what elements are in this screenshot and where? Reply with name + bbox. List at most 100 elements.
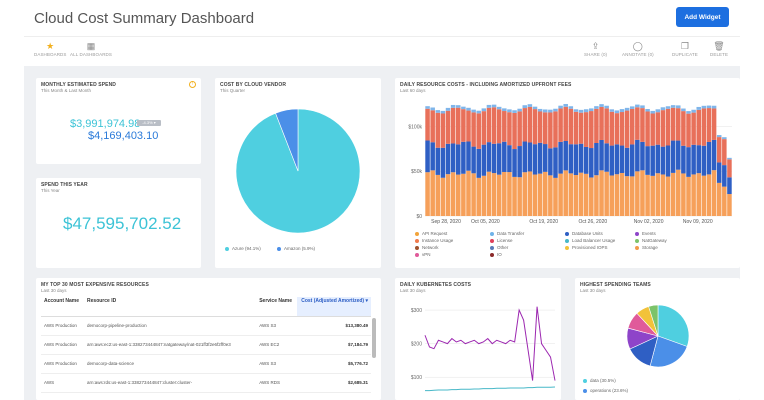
teams-pie-slice-6[interactable]: [648, 304, 659, 337]
daily-bar-segment[interactable]: [681, 108, 686, 112]
daily-bar-segment[interactable]: [548, 109, 553, 113]
daily-bar-segment[interactable]: [461, 109, 466, 142]
daily-bar-segment[interactable]: [594, 142, 599, 176]
add-widget-button[interactable]: Add Widget: [676, 7, 729, 27]
daily-bar-segment[interactable]: [573, 111, 579, 145]
daily-bar-segment[interactable]: [553, 177, 558, 216]
daily-bar-segment[interactable]: [486, 107, 492, 143]
daily-bar-segment[interactable]: [456, 144, 461, 175]
daily-bar-segment[interactable]: [466, 107, 471, 111]
daily-bar-segment[interactable]: [722, 139, 727, 166]
daily-bar-segment[interactable]: [548, 112, 553, 149]
daily-bar-segment[interactable]: [476, 110, 481, 114]
daily-bar-segment[interactable]: [440, 147, 446, 178]
annotate-button[interactable]: ◯ ANNOTATE (0): [622, 40, 654, 57]
daily-bar-segment[interactable]: [450, 104, 456, 108]
daily-bar-segment[interactable]: [594, 106, 599, 109]
daily-bar-segment[interactable]: [696, 106, 701, 110]
daily-bar-segment[interactable]: [522, 108, 528, 142]
daily-bar-segment[interactable]: [537, 108, 543, 112]
legend-item[interactable]: vPN: [415, 252, 431, 257]
daily-bar-segment[interactable]: [701, 175, 707, 216]
daily-bar-segment[interactable]: [614, 110, 620, 114]
daily-bar-segment[interactable]: [716, 162, 722, 183]
daily-bar-segment[interactable]: [491, 104, 497, 108]
column-header-sorted[interactable]: Cost (Adjusted Amortized) ▾: [297, 297, 371, 317]
daily-bar-segment[interactable]: [599, 170, 604, 216]
daily-bar-segment[interactable]: [624, 107, 630, 111]
daily-bar-segment[interactable]: [527, 142, 533, 172]
daily-bar-segment[interactable]: [640, 141, 645, 171]
daily-bar-segment[interactable]: [655, 173, 661, 216]
daily-bar-segment[interactable]: [476, 113, 481, 149]
daily-bar-segment[interactable]: [716, 135, 722, 138]
daily-bar-segment[interactable]: [645, 111, 650, 147]
daily-bar-segment[interactable]: [670, 140, 676, 173]
daily-bar-segment[interactable]: [619, 145, 625, 173]
daily-bar-segment[interactable]: [445, 107, 451, 111]
daily-bar-segment[interactable]: [578, 112, 584, 144]
daily-bar-segment[interactable]: [563, 141, 568, 171]
daily-bar-segment[interactable]: [568, 173, 574, 216]
daily-bar-segment[interactable]: [629, 144, 635, 177]
daily-bar-segment[interactable]: [619, 172, 625, 216]
delete-button[interactable]: 🗑 DELETE: [710, 40, 728, 57]
daily-bar-segment[interactable]: [471, 173, 476, 216]
daily-bar-segment[interactable]: [563, 103, 568, 107]
daily-bar-segment[interactable]: [635, 139, 640, 172]
daily-bar-segment[interactable]: [691, 109, 696, 113]
daily-bar-segment[interactable]: [532, 109, 538, 145]
daily-bar-segment[interactable]: [670, 107, 676, 141]
daily-bar-segment[interactable]: [599, 139, 604, 171]
daily-bar-segment[interactable]: [502, 141, 507, 172]
teams-pie-widget[interactable]: HIGHEST SPENDING TEAMS Last 30 days data…: [575, 278, 740, 400]
daily-bar-segment[interactable]: [471, 146, 476, 174]
daily-bar-segment[interactable]: [537, 173, 543, 216]
daily-bar-segment[interactable]: [619, 109, 625, 113]
daily-bar-segment[interactable]: [676, 108, 681, 141]
daily-bar-segment[interactable]: [722, 186, 727, 216]
daily-bar-segment[interactable]: [481, 175, 487, 216]
daily-bar-segment[interactable]: [527, 106, 533, 143]
column-header[interactable]: Service Name: [256, 297, 298, 317]
daily-bar-segment[interactable]: [558, 173, 563, 216]
daily-bar-segment[interactable]: [589, 148, 594, 178]
daily-bar-segment[interactable]: [691, 174, 696, 216]
daily-bar-segment[interactable]: [665, 106, 671, 109]
daily-bar-segment[interactable]: [558, 141, 563, 174]
daily-bar-segment[interactable]: [573, 109, 579, 112]
daily-bar-segment[interactable]: [660, 107, 666, 111]
daily-bar-segment[interactable]: [635, 171, 640, 216]
daily-bar-segment[interactable]: [466, 170, 471, 216]
daily-bar-segment[interactable]: [517, 111, 522, 147]
daily-bar-segment[interactable]: [645, 109, 650, 112]
daily-bar-segment[interactable]: [558, 105, 563, 109]
daily-bar-segment[interactable]: [537, 142, 543, 174]
daily-bar-segment[interactable]: [517, 108, 522, 112]
daily-bar-segment[interactable]: [542, 171, 548, 216]
legend-item[interactable]: Other: [490, 245, 508, 250]
daily-bar-segment[interactable]: [563, 106, 568, 142]
daily-bar-segment[interactable]: [430, 142, 435, 171]
daily-bar-segment[interactable]: [727, 157, 732, 160]
daily-bar-segment[interactable]: [624, 110, 630, 148]
legend-item[interactable]: Network: [415, 245, 439, 250]
daily-bar-segment[interactable]: [701, 145, 707, 176]
daily-bar-segment[interactable]: [706, 105, 712, 109]
daily-bar-segment[interactable]: [430, 107, 435, 111]
daily-bar-segment[interactable]: [711, 170, 717, 216]
daily-bar-segment[interactable]: [502, 108, 507, 112]
daily-bar-segment[interactable]: [604, 105, 609, 109]
legend-item[interactable]: Instance Usage: [415, 238, 453, 243]
daily-bar-segment[interactable]: [640, 108, 645, 142]
daily-bar-segment[interactable]: [691, 144, 696, 175]
daily-bar-segment[interactable]: [665, 108, 671, 146]
share-button[interactable]: ⇪ SHARE (0): [584, 40, 607, 57]
daily-bar-segment[interactable]: [512, 110, 517, 113]
warning-icon[interactable]: !: [189, 81, 196, 88]
daily-bar-segment[interactable]: [491, 143, 497, 174]
daily-bar-segment[interactable]: [430, 170, 435, 216]
vendor-pie-widget[interactable]: COST BY CLOUD VENDOR This Quarter Azure …: [215, 78, 381, 268]
table-row[interactable]: AWS Production arn:aws:ec2:us-east-1:3382…: [41, 335, 371, 355]
daily-bar-segment[interactable]: [722, 165, 727, 187]
